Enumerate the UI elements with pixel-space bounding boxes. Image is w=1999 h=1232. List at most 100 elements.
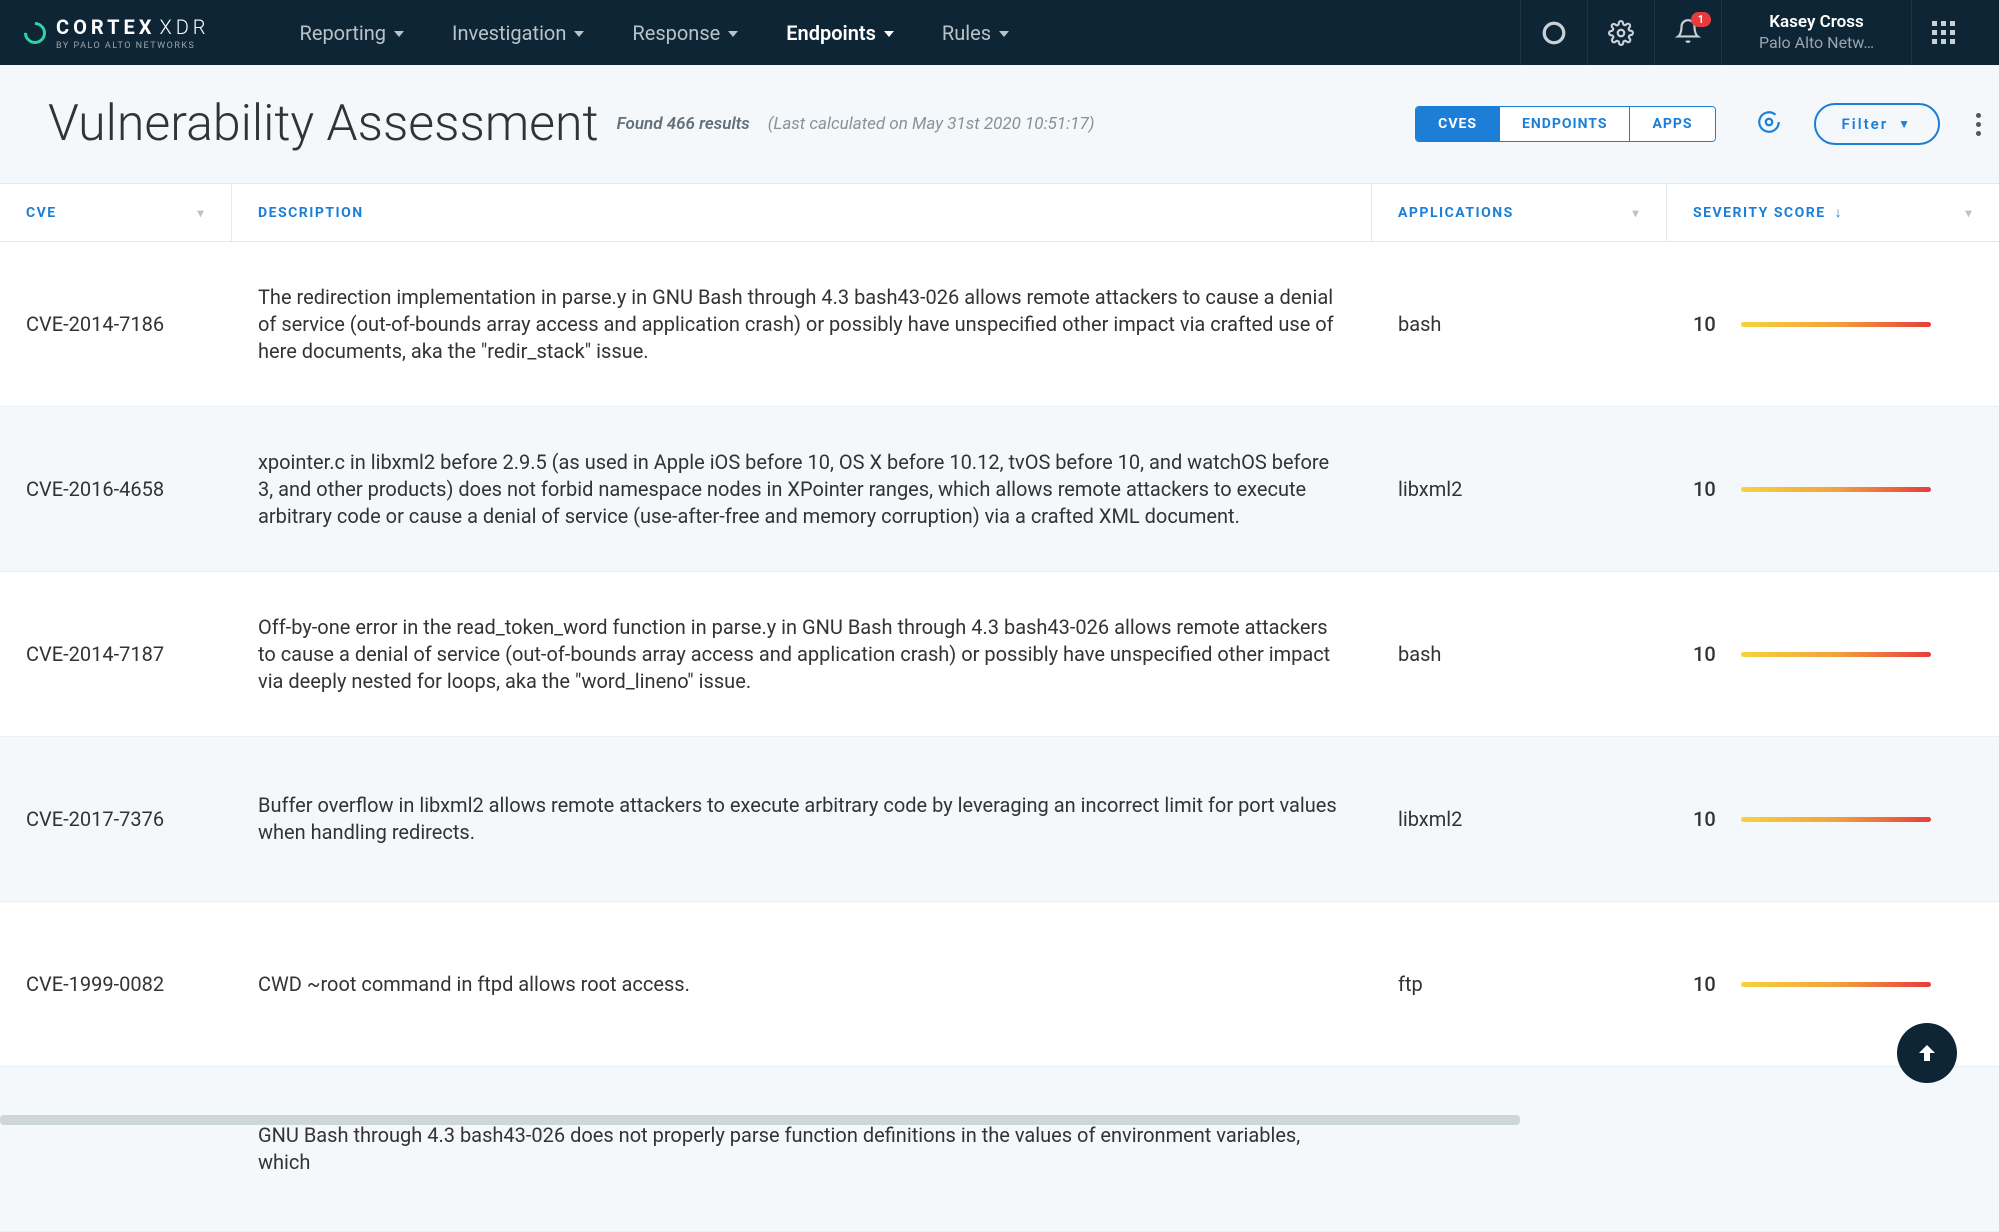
col-label: APPLICATIONS [1398, 205, 1514, 221]
table-header: CVE ▾ DESCRIPTION APPLICATIONS ▾ SEVERIT… [0, 183, 1999, 242]
more-menu[interactable] [1976, 113, 1981, 136]
notifications-button[interactable]: 1 [1654, 0, 1721, 65]
recalculate-button[interactable] [1756, 109, 1782, 139]
nav-investigation[interactable]: Investigation [452, 21, 584, 45]
severity-bar [1741, 817, 1931, 822]
table-row[interactable]: GNU Bash through 4.3 bash43-026 does not… [0, 1067, 1999, 1232]
chevron-down-icon [728, 31, 738, 37]
refresh-icon [1756, 109, 1782, 135]
brand-logo[interactable]: CORTEXXDR BY PALO ALTO NETWORKS [24, 15, 210, 51]
severity-value: 10 [1693, 311, 1721, 338]
cell-cve: CVE-2017-7376 [0, 737, 232, 901]
severity-value: 10 [1693, 641, 1721, 668]
table-row[interactable]: CVE-2014-7187Off-by-one error in the rea… [0, 572, 1999, 737]
cell-severity: 10 [1667, 737, 1999, 901]
top-nav: CORTEXXDR BY PALO ALTO NETWORKS Reportin… [0, 0, 1999, 65]
severity-bar [1741, 652, 1931, 657]
cell-severity: 10 [1667, 242, 1999, 406]
cell-description: xpointer.c in libxml2 before 2.9.5 (as u… [232, 407, 1372, 571]
cell-description: The redirection implementation in parse.… [232, 242, 1372, 406]
user-name: Kasey Cross [1769, 12, 1863, 33]
col-label: CVE [26, 205, 57, 221]
gear-icon [1608, 20, 1634, 46]
last-calculated: (Last calculated on May 31st 2020 10:51:… [768, 114, 1095, 134]
view-endpoints[interactable]: ENDPOINTS [1500, 107, 1631, 141]
brand-main: CORTEX [56, 15, 155, 39]
cell-severity: 10 [1667, 407, 1999, 571]
chevron-down-icon [574, 31, 584, 37]
arrow-up-icon [1915, 1041, 1939, 1065]
col-label: SEVERITY SCORE [1693, 205, 1826, 221]
cell-applications: libxml2 [1372, 407, 1667, 571]
funnel-icon[interactable]: ▾ [197, 206, 205, 220]
help-ring-icon [1541, 20, 1567, 46]
scroll-top-fab[interactable] [1897, 1023, 1957, 1083]
cell-applications: ftp [1372, 902, 1667, 1066]
severity-bar [1741, 982, 1931, 987]
nav-label: Investigation [452, 21, 566, 45]
right-nav: 1 Kasey Cross Palo Alto Netw… [1520, 0, 1975, 65]
cell-severity [1667, 1067, 1999, 1231]
funnel-icon[interactable]: ▾ [1965, 206, 1973, 220]
cell-cve [0, 1067, 232, 1231]
nav-items: Reporting Investigation Response Endpoin… [300, 21, 1010, 45]
vulnerabilities-table: CVE ▾ DESCRIPTION APPLICATIONS ▾ SEVERIT… [0, 183, 1999, 1232]
severity-value: 10 [1693, 806, 1721, 833]
nav-response[interactable]: Response [632, 21, 738, 45]
severity-bar [1741, 487, 1931, 492]
view-cves[interactable]: CVES [1416, 107, 1500, 141]
table-row[interactable]: CVE-2014-7186The redirection implementat… [0, 242, 1999, 407]
view-apps[interactable]: APPS [1630, 107, 1714, 141]
cell-cve: CVE-2016-4658 [0, 407, 232, 571]
col-applications[interactable]: APPLICATIONS ▾ [1372, 184, 1667, 241]
apps-launcher[interactable] [1911, 0, 1975, 65]
cell-description: Off-by-one error in the read_token_word … [232, 572, 1372, 736]
cell-applications: libxml2 [1372, 737, 1667, 901]
brand-text: CORTEXXDR BY PALO ALTO NETWORKS [56, 15, 210, 51]
cell-cve: CVE-1999-0082 [0, 902, 232, 1066]
chevron-down-icon [394, 31, 404, 37]
page-title: Vulnerability Assessment [48, 95, 599, 153]
user-menu[interactable]: Kasey Cross Palo Alto Netw… [1721, 0, 1911, 65]
col-cve[interactable]: CVE ▾ [0, 184, 232, 241]
cell-description: Buffer overflow in libxml2 allows remote… [232, 737, 1372, 901]
user-org: Palo Alto Netw… [1759, 33, 1874, 53]
severity-value: 10 [1693, 971, 1721, 998]
help-button[interactable] [1520, 0, 1587, 65]
nav-label: Reporting [300, 21, 387, 45]
cell-applications [1372, 1067, 1667, 1231]
table-row[interactable]: CVE-1999-0082CWD ~root command in ftpd a… [0, 902, 1999, 1067]
apps-grid-icon [1932, 21, 1955, 44]
results-count: Found 466 results [617, 114, 750, 134]
cell-cve: CVE-2014-7187 [0, 572, 232, 736]
chevron-down-icon [884, 31, 894, 37]
brand-suffix: XDR [159, 15, 209, 39]
severity-value: 10 [1693, 476, 1721, 503]
severity-bar [1741, 322, 1931, 327]
col-severity[interactable]: SEVERITY SCORE ↓ ▾ [1667, 184, 1999, 241]
funnel-icon[interactable]: ▾ [1632, 206, 1640, 220]
nav-rules[interactable]: Rules [942, 21, 1009, 45]
table-row[interactable]: CVE-2016-4658xpointer.c in libxml2 befor… [0, 407, 1999, 572]
notification-badge: 1 [1691, 12, 1711, 27]
horizontal-scrollbar[interactable] [0, 1115, 1520, 1125]
nav-endpoints[interactable]: Endpoints [786, 21, 894, 45]
filter-label: Filter [1842, 115, 1889, 133]
cell-applications: bash [1372, 242, 1667, 406]
table-body: CVE-2014-7186The redirection implementat… [0, 242, 1999, 1232]
table-row[interactable]: CVE-2017-7376Buffer overflow in libxml2 … [0, 737, 1999, 902]
col-label: DESCRIPTION [258, 205, 364, 221]
cell-description: CWD ~root command in ftpd allows root ac… [232, 902, 1372, 1066]
funnel-icon: ▼ [1898, 117, 1912, 131]
nav-label: Response [632, 21, 720, 45]
nav-reporting[interactable]: Reporting [300, 21, 405, 45]
sort-desc-icon: ↓ [1835, 205, 1844, 221]
cell-cve: CVE-2014-7186 [0, 242, 232, 406]
nav-label: Endpoints [786, 21, 876, 45]
settings-button[interactable] [1587, 0, 1654, 65]
view-toggle: CVES ENDPOINTS APPS [1415, 106, 1715, 142]
col-description[interactable]: DESCRIPTION [232, 184, 1372, 241]
filter-button[interactable]: Filter ▼ [1814, 103, 1940, 145]
page-header: Vulnerability Assessment Found 466 resul… [0, 65, 1999, 183]
brand-sub: BY PALO ALTO NETWORKS [56, 41, 210, 51]
